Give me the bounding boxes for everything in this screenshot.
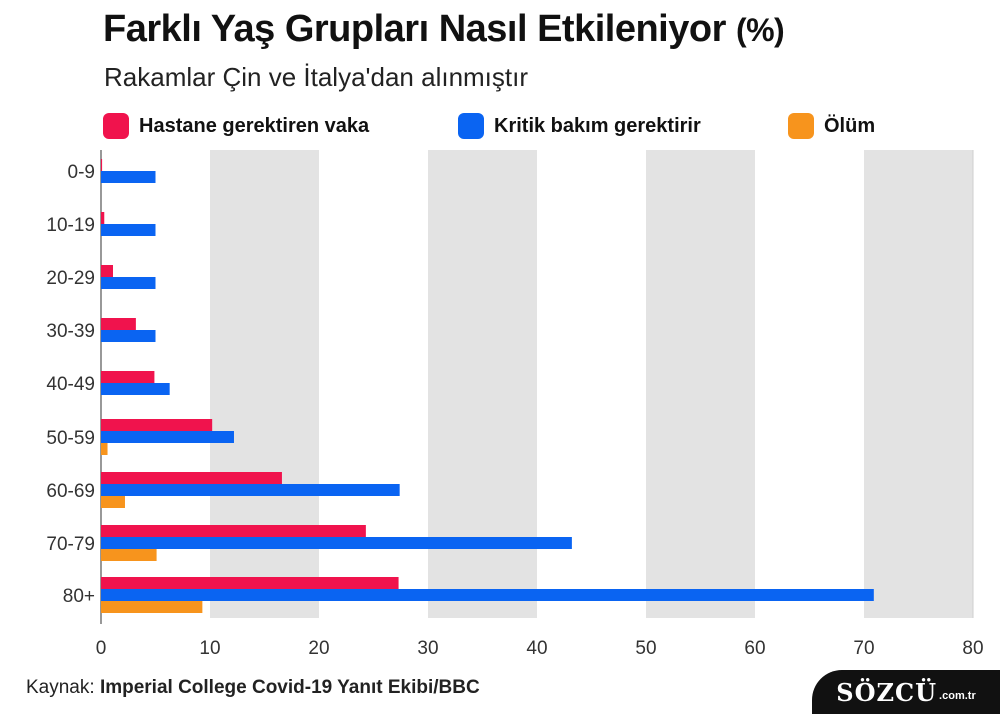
y-tick-label: 0-9 xyxy=(68,162,95,183)
background-band xyxy=(646,150,755,618)
bar-hastane xyxy=(101,472,282,484)
bar-kritik xyxy=(101,277,156,289)
legend-item-olum: Ölüm xyxy=(788,113,875,139)
logo-text: SÖZCÜ xyxy=(836,677,938,707)
chart-subtitle: Rakamlar Çin ve İtalya'dan alınmıştır xyxy=(104,62,529,92)
chart-title-unit: (%) xyxy=(735,12,785,48)
bar-olum xyxy=(101,601,203,613)
source-value: Imperial College Covid-19 Yanıt Ekibi/BB… xyxy=(99,677,480,698)
bar-hastane xyxy=(101,265,113,277)
y-tick-label: 50-59 xyxy=(46,428,95,449)
x-tick-label: 10 xyxy=(199,638,220,659)
bar-olum xyxy=(101,549,157,561)
y-tick-label: 70-79 xyxy=(46,534,95,555)
bar-hastane xyxy=(101,318,136,330)
x-tick-label: 70 xyxy=(853,638,874,659)
bar-kritik xyxy=(101,330,156,342)
legend-swatch-olum xyxy=(788,113,814,139)
bar-kritik xyxy=(101,224,156,236)
bar-kritik xyxy=(101,537,572,549)
legend-item-kritik: Kritik bakım gerektirir xyxy=(458,113,701,139)
logo-suffix: .com.tr xyxy=(939,690,976,702)
sozcu-logo: SÖZCÜ .com.tr xyxy=(812,670,1000,714)
bar-olum xyxy=(101,496,125,508)
bar-hastane xyxy=(101,525,366,537)
y-tick-label: 20-29 xyxy=(46,268,95,289)
legend-swatch-hastane xyxy=(103,113,129,139)
bar-olum xyxy=(101,443,108,455)
bar-kritik xyxy=(101,589,874,601)
bar-hastane xyxy=(101,159,103,171)
y-tick-label: 60-69 xyxy=(46,481,95,502)
x-tick-label: 40 xyxy=(526,638,547,659)
bar-hastane xyxy=(101,419,213,431)
x-tick-label: 60 xyxy=(744,638,765,659)
y-tick-label: 10-19 xyxy=(46,215,95,236)
x-tick-label: 80 xyxy=(962,638,983,659)
legend-swatch-kritik xyxy=(458,113,484,139)
y-tick-label: 40-49 xyxy=(46,374,95,395)
source-note: Kaynak: Imperial College Covid-19 Yanıt … xyxy=(26,677,480,699)
chart-title: Farklı Yaş Grupları Nasıl Etkileniyor (%… xyxy=(103,8,785,51)
bar-kritik xyxy=(101,383,170,395)
x-tick-label: 20 xyxy=(308,638,329,659)
y-tick-label: 80+ xyxy=(63,586,95,607)
x-tick-label: 50 xyxy=(635,638,656,659)
x-tick-label: 30 xyxy=(417,638,438,659)
y-tick-label: 30-39 xyxy=(46,321,95,342)
legend-item-hastane: Hastane gerektiren vaka xyxy=(103,113,369,139)
bar-hastane xyxy=(101,371,155,383)
bar-kritik xyxy=(101,171,156,183)
source-label: Kaynak: xyxy=(26,677,95,698)
chart-legend: Hastane gerektiren vaka Kritik bakım ger… xyxy=(0,113,1000,143)
legend-label-kritik: Kritik bakım gerektirir xyxy=(494,114,701,137)
bar-kritik xyxy=(101,431,234,443)
x-tick-label: 0 xyxy=(96,638,107,659)
legend-label-hastane: Hastane gerektiren vaka xyxy=(139,114,370,137)
chart-title-text: Farklı Yaş Grupları Nasıl Etkileniyor xyxy=(103,8,726,50)
bar-kritik xyxy=(101,484,400,496)
bar-hastane xyxy=(101,212,105,224)
bar-hastane xyxy=(101,577,399,589)
legend-label-olum: Ölüm xyxy=(824,114,876,137)
background-band xyxy=(864,150,973,618)
